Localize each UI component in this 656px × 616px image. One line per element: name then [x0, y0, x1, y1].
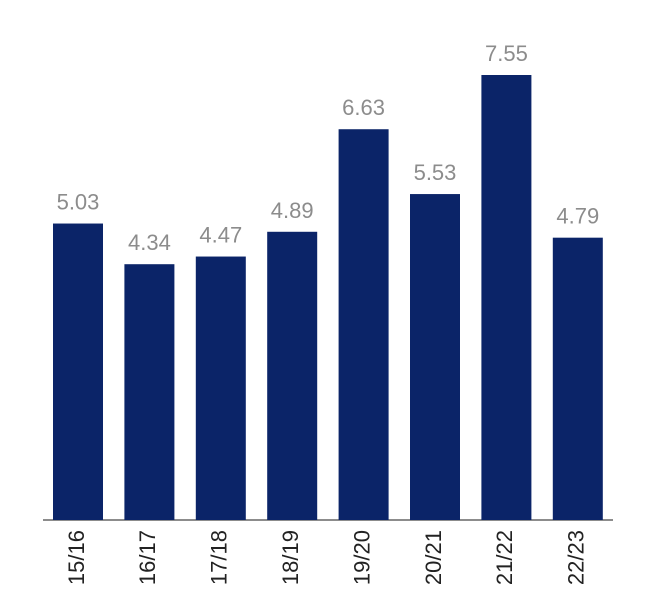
x-tick-label: 21/22 — [492, 530, 517, 585]
value-label: 4.79 — [556, 204, 599, 229]
bar — [53, 223, 103, 520]
bar — [552, 237, 603, 520]
x-tick-label: 22/23 — [564, 530, 589, 585]
x-tick-label: 16/17 — [135, 530, 160, 585]
x-tick-label: 20/21 — [421, 530, 446, 585]
x-tick-label: 17/18 — [207, 530, 232, 585]
value-label: 4.34 — [128, 230, 171, 255]
bar — [338, 129, 389, 521]
value-label: 4.89 — [271, 198, 314, 223]
bar — [410, 194, 460, 520]
x-tick-label: 18/19 — [278, 530, 303, 585]
value-label: 4.47 — [199, 223, 242, 248]
value-label: 6.63 — [342, 95, 385, 120]
value-label: 7.55 — [485, 41, 528, 66]
bar — [124, 264, 175, 520]
bar — [481, 75, 532, 521]
bar — [195, 256, 246, 520]
x-tick-label: 15/16 — [64, 530, 89, 585]
bar — [267, 231, 318, 521]
x-tick-label: 19/20 — [349, 530, 374, 585]
value-label: 5.53 — [414, 160, 457, 185]
value-label: 5.03 — [57, 190, 100, 215]
